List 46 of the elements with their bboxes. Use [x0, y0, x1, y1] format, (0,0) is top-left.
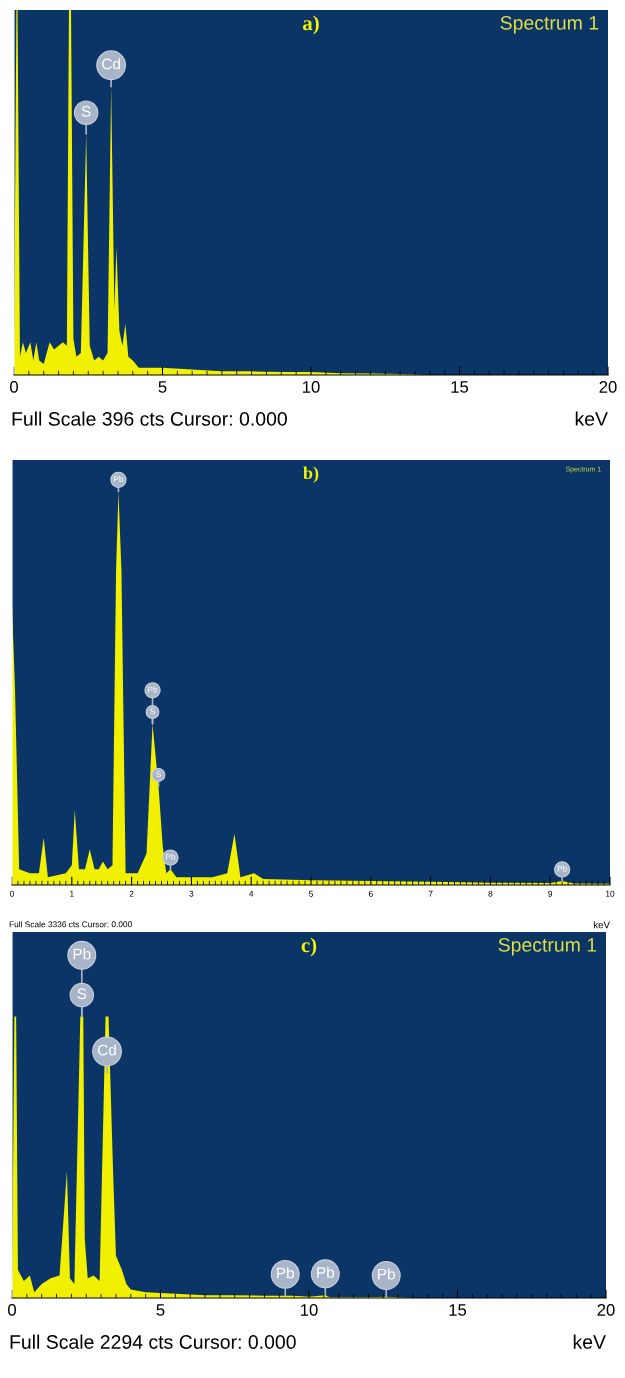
text: Full Scale 396 cts Cursor: 0.000	[12, 411, 287, 426]
annotation: Pb	[166, 853, 176, 860]
annotation: S	[77, 988, 87, 1000]
x-axis-title: keV	[575, 411, 608, 426]
x-tick-label: 0	[8, 1304, 16, 1316]
x-tick-label: 9	[548, 890, 553, 897]
text: Spectrum 1	[498, 938, 597, 956]
annotation: Cd	[102, 58, 120, 70]
x-tick-label: 6	[368, 890, 373, 897]
x-tick-label: 0	[10, 381, 18, 393]
annotation: Pb	[378, 1268, 395, 1280]
x-tick-label: 5	[309, 890, 313, 897]
annotation: Pb	[317, 1266, 335, 1278]
text: Full Scale 2294 cts Cursor: 0.000	[10, 1334, 296, 1349]
x-axis-title: keV	[593, 921, 610, 929]
x-tick-label: 3	[189, 890, 194, 897]
x-tick-label: 5	[158, 381, 167, 393]
annotation: Spectrum 1	[500, 15, 599, 34]
x-tick-label: 1	[70, 890, 74, 897]
x-tick-label: 10	[301, 1304, 318, 1316]
x-tick-label: 4	[249, 890, 254, 897]
annotation: Pb	[557, 865, 567, 872]
x-tick-label: 15	[451, 381, 469, 393]
annotation: Cd	[98, 1044, 116, 1056]
chart-title: a)	[302, 15, 319, 35]
x-tick-label: 8	[488, 890, 493, 897]
x-axis-title: keV	[573, 1334, 606, 1349]
annotation: Pb	[114, 475, 124, 483]
chart-title: c)	[301, 937, 317, 957]
x-tick-label: 15	[449, 1304, 467, 1316]
x-tick-label: 10	[303, 381, 320, 393]
x-tick-label: 0	[10, 890, 14, 897]
x-tick-label: 5	[156, 1304, 165, 1316]
x-tick-label: 20	[597, 1304, 615, 1316]
x-tick-label: 2	[129, 890, 134, 897]
annotation: S	[81, 105, 91, 117]
text: Full Scale 3336 cts Cursor: 0.000	[9, 921, 132, 928]
annotation: Pb	[148, 686, 158, 693]
annotation: S	[150, 708, 155, 715]
x-tick-label: 7	[428, 890, 433, 897]
x-tick-label: 20	[599, 381, 617, 393]
x-tick-label: 10	[606, 890, 615, 897]
chart-title: b)	[303, 466, 319, 483]
annotation: Pb	[73, 948, 91, 960]
annotation: Pb	[277, 1267, 294, 1279]
annotation: S	[156, 771, 161, 778]
